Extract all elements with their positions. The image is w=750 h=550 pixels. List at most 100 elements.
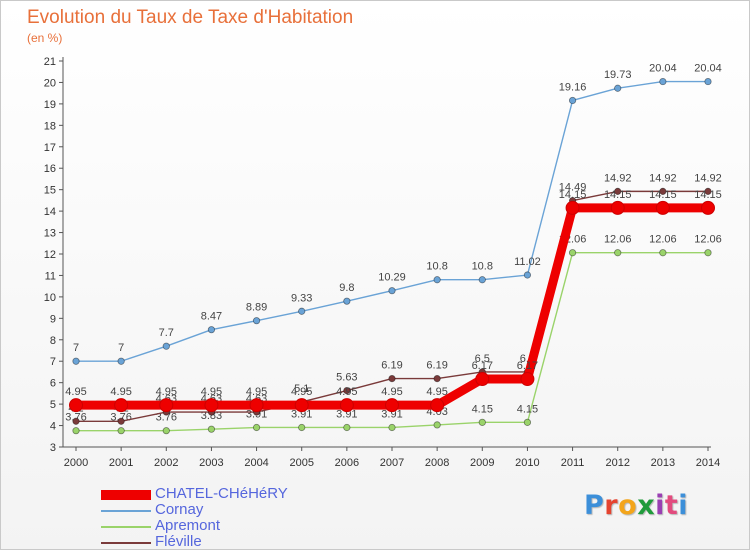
data-point [704,249,712,257]
y-tick-label: 17 [44,142,56,154]
data-point [72,417,80,425]
x-tick-label: 2014 [696,457,720,469]
data-label: 5.63 [336,372,357,384]
legend-item-apremont[interactable]: Apremont [101,518,321,535]
series-line [75,80,709,362]
data-label: 4.95 [336,386,357,398]
data-label: 6.17 [472,360,493,372]
y-tick-label: 11 [45,270,56,282]
x-tick-label: 2006 [335,457,359,469]
data-point [339,398,354,413]
data-label: 4.95 [65,386,86,398]
data-label: 14.49 [559,182,587,194]
data-label: 5.1 [294,383,309,395]
data-label: 14.15 [649,189,677,201]
data-point [433,421,441,429]
data-point [659,249,667,257]
data-point [614,84,622,92]
data-point [704,77,712,86]
data-point [72,357,80,365]
y-tick-label: 8 [50,335,56,347]
data-point [207,326,216,334]
data-label: 12.06 [604,234,632,246]
legend-swatch [101,510,151,512]
legend-item-fleville[interactable]: Fléville [101,534,321,549]
data-label: 14.15 [604,189,632,201]
data-label: 12.06 [694,234,722,246]
x-tick-label: 2009 [470,457,494,469]
y-tick-label: 10 [44,292,56,304]
x-tick-label: 2000 [64,457,88,469]
y-tick-label: 15 [44,185,56,197]
data-label: 8.89 [246,302,267,314]
legend-item-cornay[interactable]: Cornay [101,502,321,519]
y-tick-label: 16 [44,163,56,175]
data-point [701,200,715,215]
logo-letter: t [664,490,679,521]
data-label: 6.19 [381,360,402,372]
legend-item-chatel-cheherry[interactable]: CHATEL-CHéHéRY [101,485,321,503]
logo-letter: i [678,490,689,521]
data-point [655,200,670,215]
y-tick-label: 14 [44,206,56,218]
legend-swatch [101,542,151,544]
x-tick-label: 2002 [154,457,178,469]
y-tick-label: 18 [44,120,56,132]
data-label: 6.5 [475,353,490,365]
data-label: 4.95 [110,386,131,398]
data-label: 4.95 [201,386,222,398]
legend-swatch [101,526,151,528]
data-point [478,418,486,426]
y-tick-label: 13 [44,228,56,240]
data-point [704,187,712,195]
y-tick-label: 12 [44,249,56,261]
data-point [298,423,306,432]
data-label: 9.8 [339,282,354,294]
data-label: 3.91 [336,408,357,420]
data-label: 11.02 [514,256,541,268]
data-point [117,357,125,365]
data-label: 3.91 [381,408,402,420]
data-label: 14.15 [559,189,587,201]
y-tick-label: 6 [50,378,56,390]
data-point [159,398,174,413]
data-point [117,427,125,435]
data-label: 20.04 [694,63,722,75]
data-label: 8.47 [201,311,222,323]
data-point [478,276,486,284]
y-tick-label: 7 [50,356,56,368]
y-tick-label: 3 [50,442,56,454]
data-point [343,423,351,432]
legend-label: CHATEL-CHéHéRY [155,485,288,502]
chart-title: Evolution du Taux de Taxe d'Habitation [27,7,354,28]
logo-letter: i [655,490,665,521]
data-point [114,398,129,413]
data-label: 3.76 [156,412,177,424]
data-label: 20.04 [649,63,677,75]
logo-letter: x [637,490,656,521]
data-point [385,398,399,413]
x-tick-label: 2004 [244,457,268,469]
data-label: 14.92 [694,172,722,184]
data-label: 7 [118,342,124,354]
data-label: 9.33 [291,292,312,304]
data-point [568,249,577,257]
data-label: 4.95 [156,386,177,398]
data-point [659,77,667,86]
data-label: 6.17 [517,360,538,372]
data-point [69,398,83,413]
chart-subtitle: (en %) [27,31,63,45]
y-tick-label: 20 [44,77,56,89]
data-point [610,200,625,215]
proxiti-logo: Proxiti [584,490,688,521]
data-point [388,423,396,432]
y-tick-label: 5 [50,399,56,411]
data-point [523,418,532,426]
data-label: 3.83 [201,410,222,422]
logo-letter: r [604,490,619,521]
data-point [433,374,441,383]
data-point [568,96,577,105]
data-label: 7 [73,342,79,354]
